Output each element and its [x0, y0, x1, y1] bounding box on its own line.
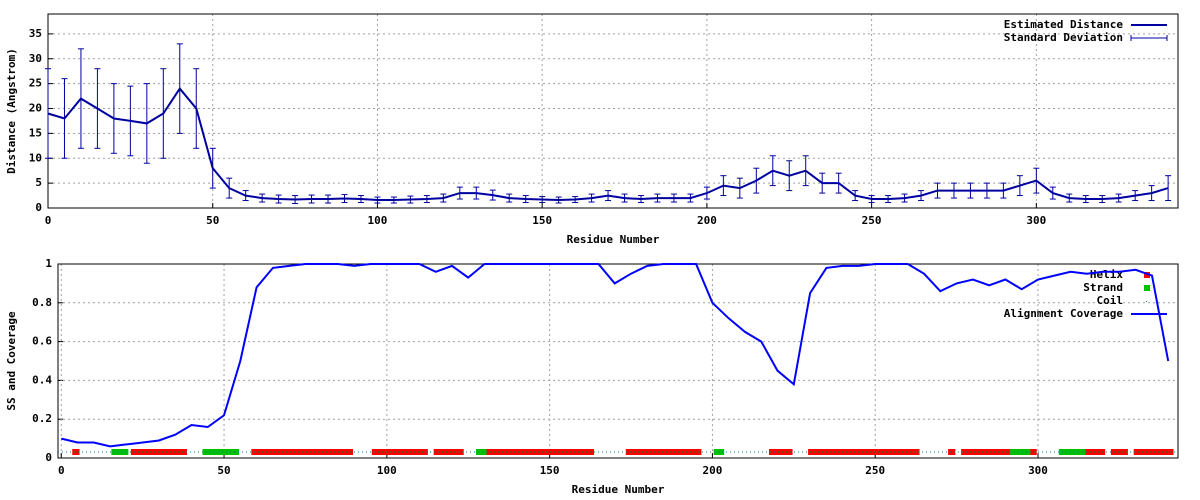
x-tick-label: 100	[368, 214, 388, 227]
x-tick-label: 200	[702, 464, 722, 477]
data-line	[47, 86, 1169, 202]
legend-label: Alignment Coverage	[1004, 307, 1124, 320]
legend-label: Helix	[1090, 268, 1123, 281]
y-axis-label: SS and Coverage	[5, 311, 18, 411]
ss-segment	[476, 449, 487, 455]
x-tick-label: 0	[58, 464, 65, 477]
ss-segment	[1058, 449, 1086, 455]
x-tick-label: 300	[1026, 214, 1046, 227]
data-line	[61, 263, 1170, 448]
y-tick-label: 0.6	[32, 335, 52, 348]
y-tick-label: 0	[45, 451, 52, 464]
y-tick-label: 20	[29, 102, 42, 115]
y-tick-label: 0.8	[32, 296, 52, 309]
ss-segment	[72, 449, 80, 455]
legend-label: Estimated Distance	[1004, 18, 1124, 31]
ss-segment	[371, 449, 428, 455]
ss-segment	[1110, 449, 1128, 455]
x-axis-label: Residue Number	[567, 233, 660, 246]
x-tick-label: 250	[862, 214, 882, 227]
ss-segment	[625, 449, 702, 455]
ss-segment	[433, 449, 464, 455]
y-tick-label: 30	[29, 52, 42, 65]
ss-segment	[1009, 449, 1031, 455]
x-tick-label: 50	[217, 464, 230, 477]
ss-segment	[948, 449, 956, 455]
ss-segment	[1133, 449, 1174, 455]
ss-segment	[1029, 449, 1037, 455]
legend-label: Standard Deviation	[1004, 31, 1123, 44]
x-tick-label: 50	[206, 214, 219, 227]
plot-frame	[57, 263, 1179, 459]
x-tick-label: 100	[377, 464, 397, 477]
x-tick-label: 0	[45, 214, 52, 227]
y-tick-label: 0.2	[32, 412, 52, 425]
y-tick-label: 1	[45, 257, 52, 270]
x-tick-label: 150	[532, 214, 552, 227]
x-tick-label: 150	[540, 464, 560, 477]
x-tick-label: 300	[1028, 464, 1048, 477]
chart-panel: 0 5 10 15 20 25 30 35 0 50 100 150 200 250 300 Residue …	[5, 13, 1179, 246]
ss-segment	[769, 449, 793, 455]
ss-segment	[808, 449, 920, 455]
y-tick-label: 35	[29, 27, 42, 40]
x-tick-label: 200	[697, 214, 717, 227]
ss-segment	[111, 449, 129, 455]
y-tick-label: 25	[29, 77, 42, 90]
legend-label: Coil	[1097, 294, 1124, 307]
legend-key	[1144, 272, 1150, 278]
legend-key	[1146, 301, 1147, 302]
y-tick-label: 5	[35, 176, 42, 189]
legend-key	[1144, 285, 1150, 291]
y-tick-label: 0.4	[32, 373, 52, 386]
x-tick-label: 250	[865, 464, 885, 477]
ss-segment	[961, 449, 1011, 455]
y-tick-label: 15	[29, 126, 42, 139]
legend-label: Strand	[1083, 281, 1123, 294]
y-tick-label: 10	[29, 151, 42, 164]
y-tick-label: 0	[35, 201, 42, 214]
ss-segment	[485, 449, 594, 455]
x-axis-label: Residue Number	[572, 483, 665, 496]
chart-panel: 0 0.2 0.4 0.6 0.8 1 0 50 100 150 200 250 300 Residue …	[5, 257, 1179, 496]
ss-segment	[202, 449, 240, 455]
y-axis-label: Distance (Angstrom)	[5, 48, 18, 174]
